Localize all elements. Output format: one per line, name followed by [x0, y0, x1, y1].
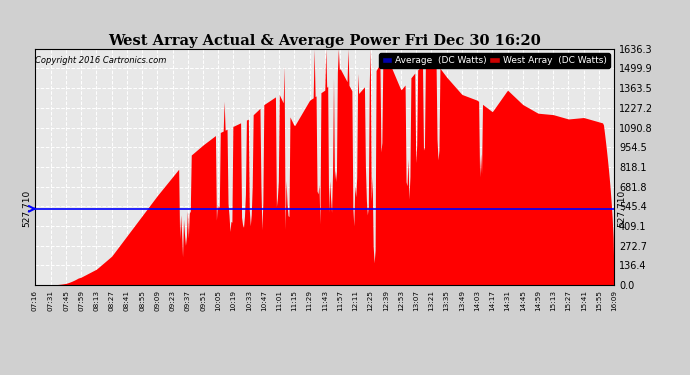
- Text: Copyright 2016 Cartronics.com: Copyright 2016 Cartronics.com: [35, 56, 166, 65]
- Title: West Array Actual & Average Power Fri Dec 30 16:20: West Array Actual & Average Power Fri De…: [108, 34, 541, 48]
- Text: 527.710: 527.710: [617, 190, 626, 227]
- Legend: Average  (DC Watts), West Array  (DC Watts): Average (DC Watts), West Array (DC Watts…: [379, 53, 609, 68]
- Text: 527.710: 527.710: [23, 190, 32, 227]
